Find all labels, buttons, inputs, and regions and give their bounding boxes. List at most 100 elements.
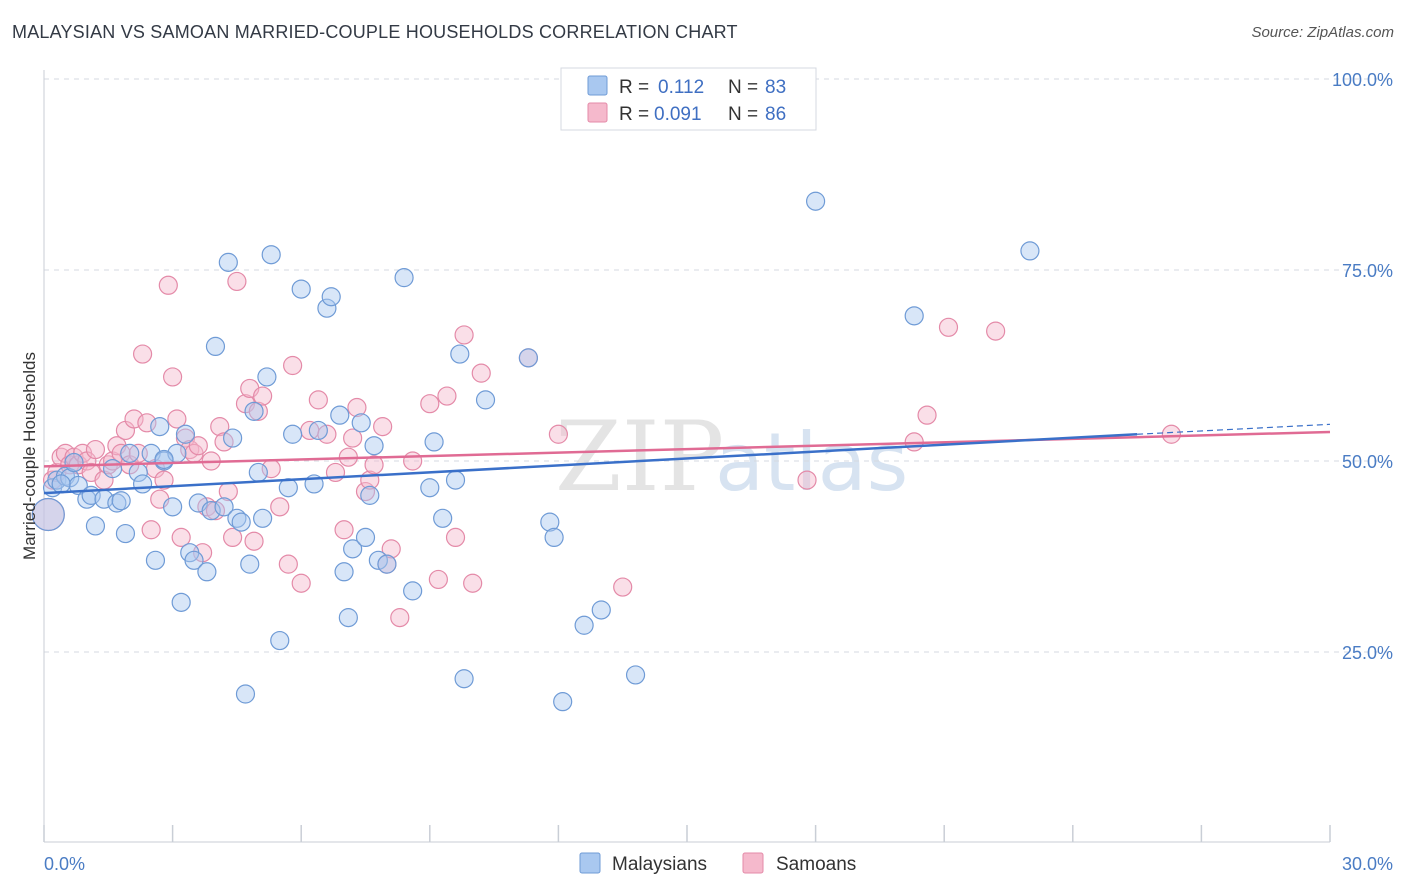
malaysians-point — [150, 417, 170, 437]
bottom-legend-swatch-malaysians — [579, 852, 601, 874]
malaysians-point — [270, 630, 290, 651]
samoans-point — [343, 428, 363, 448]
malaysians-point — [235, 684, 256, 704]
bottom-legend-swatch-samoans — [742, 852, 764, 874]
malaysians-point — [334, 562, 354, 582]
malaysians-point — [115, 523, 136, 544]
samoans-point — [1161, 424, 1181, 444]
samoans-point — [223, 527, 243, 548]
malaysians-point — [377, 554, 397, 574]
samoans-point — [917, 405, 937, 425]
samoans-point — [248, 401, 268, 421]
legend-n-label-2: N = — [728, 104, 758, 125]
y-tick-labels: 25.0% 50.0% 75.0% 100.0% — [1332, 70, 1393, 663]
malaysians-point — [261, 245, 281, 265]
malaysians-point — [330, 405, 350, 425]
samoans-point — [124, 409, 144, 429]
malaysians-point — [85, 516, 106, 536]
y-tick-label-50: 50.0% — [1342, 452, 1393, 472]
malaysians-point — [518, 348, 538, 368]
malaysians-point — [163, 497, 183, 517]
malaysians-point — [351, 413, 371, 433]
malaysians-point — [248, 462, 268, 483]
samoans-point — [364, 455, 384, 475]
samoans-point — [210, 417, 230, 437]
legend-r-label-2: R = — [619, 104, 649, 125]
malaysians-point — [283, 424, 303, 444]
trend-lines — [43, 423, 1331, 495]
malaysians-point — [321, 287, 341, 307]
samoans-point — [454, 325, 474, 345]
legend-swatch-malaysians — [587, 75, 608, 96]
malaysians-point — [904, 306, 924, 326]
malaysians-point — [214, 497, 234, 517]
samoans-points — [31, 271, 1181, 628]
malaysians-point — [205, 336, 226, 356]
malaysians-point — [102, 459, 123, 479]
malaysians-point — [64, 452, 84, 473]
samoans-point — [253, 386, 273, 406]
legend-r-label-1: R = — [619, 77, 649, 98]
legend-n-value-1: 83 — [765, 77, 786, 98]
malaysians-point — [420, 478, 440, 498]
malaysians-points — [31, 191, 1040, 712]
malaysians-point — [360, 485, 380, 505]
samoans-point — [137, 413, 157, 433]
y-tick-label-25: 25.0% — [1342, 643, 1393, 663]
malaysians-point — [201, 501, 221, 521]
malaysians-point — [197, 562, 217, 582]
malaysians-point — [625, 665, 646, 685]
samoans-point — [132, 344, 153, 364]
malaysians-point — [253, 508, 273, 528]
series-legend: Malaysians Samoans — [579, 852, 856, 875]
malaysians-point — [403, 581, 423, 601]
bottom-legend-label-samoans: Samoans — [776, 854, 856, 875]
samoans-point — [445, 527, 466, 548]
samoans-point — [278, 554, 298, 574]
watermark-atlas: atlas — [715, 416, 908, 509]
samoans-point — [986, 321, 1006, 341]
samoans-point — [390, 608, 410, 628]
malaysians-point — [553, 692, 573, 712]
samoans-point — [548, 424, 569, 444]
y-tick-label-75: 75.0% — [1342, 261, 1393, 281]
samoans-point — [428, 569, 448, 590]
malaysians-point — [433, 508, 453, 528]
malaysians-point — [355, 527, 376, 548]
malaysians-trend-line — [43, 433, 1138, 495]
samoans-point — [381, 539, 401, 559]
samoans-point — [154, 470, 174, 490]
legend-r-value-1: 0.112 — [658, 77, 704, 98]
malaysians-point — [111, 491, 131, 511]
malaysians-point — [454, 669, 474, 689]
x-tick-label-max: 30.0% — [1342, 854, 1393, 874]
samoans-point — [334, 520, 354, 540]
malaysians-point — [450, 344, 470, 364]
samoans-point — [141, 520, 161, 540]
malaysians-point — [445, 470, 466, 490]
samoans-trend-line — [43, 430, 1331, 468]
samoans-point — [420, 394, 440, 414]
samoans-point — [471, 363, 491, 383]
samoans-point — [244, 531, 264, 551]
samoans-point — [613, 577, 633, 597]
chart-title: MALAYSIAN VS SAMOAN MARRIED-COUPLE HOUSE… — [12, 22, 738, 42]
malaysians-point — [175, 424, 196, 444]
source-label: Source: ZipAtlas.com — [1251, 24, 1394, 41]
samoans-point — [797, 470, 817, 490]
bottom-legend-label-malaysians: Malaysians — [612, 854, 707, 875]
malaysians-point — [184, 550, 204, 570]
samoans-point — [347, 397, 367, 418]
malaysians-point — [308, 420, 328, 441]
malaysians-point — [805, 191, 826, 211]
malaysians-point — [540, 512, 560, 532]
samoans-point — [308, 390, 328, 410]
legend-n-value-2: 86 — [765, 104, 786, 125]
y-axis-label: Married-couple Households — [20, 352, 39, 560]
samoans-point — [938, 317, 959, 337]
samoans-point — [403, 451, 423, 471]
x-tick-label-min: 0.0% — [44, 854, 85, 874]
malaysians-point — [31, 497, 65, 532]
samoans-point — [437, 386, 457, 406]
